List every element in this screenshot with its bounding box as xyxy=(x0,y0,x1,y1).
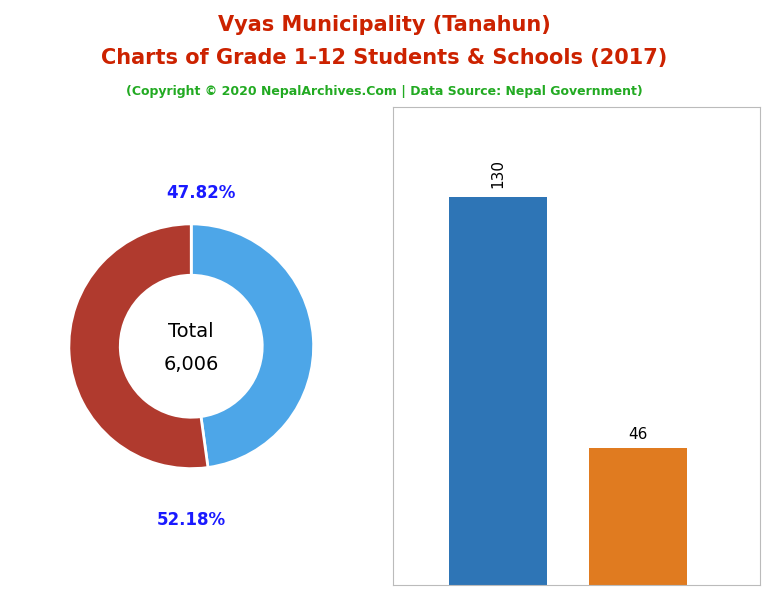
Text: (Copyright © 2020 NepalArchives.Com | Data Source: Nepal Government): (Copyright © 2020 NepalArchives.Com | Da… xyxy=(126,85,642,98)
Bar xyxy=(589,448,687,585)
Text: 46: 46 xyxy=(628,427,647,442)
Text: 52.18%: 52.18% xyxy=(157,511,226,529)
Wedge shape xyxy=(191,224,313,467)
Text: 6,006: 6,006 xyxy=(164,355,219,374)
Text: Charts of Grade 1-12 Students & Schools (2017): Charts of Grade 1-12 Students & Schools … xyxy=(101,48,667,68)
Text: Total: Total xyxy=(168,322,214,341)
Wedge shape xyxy=(69,224,208,469)
Text: Vyas Municipality (Tanahun): Vyas Municipality (Tanahun) xyxy=(217,15,551,35)
Bar xyxy=(449,197,547,585)
Text: 130: 130 xyxy=(491,159,505,188)
Text: 47.82%: 47.82% xyxy=(167,184,236,202)
